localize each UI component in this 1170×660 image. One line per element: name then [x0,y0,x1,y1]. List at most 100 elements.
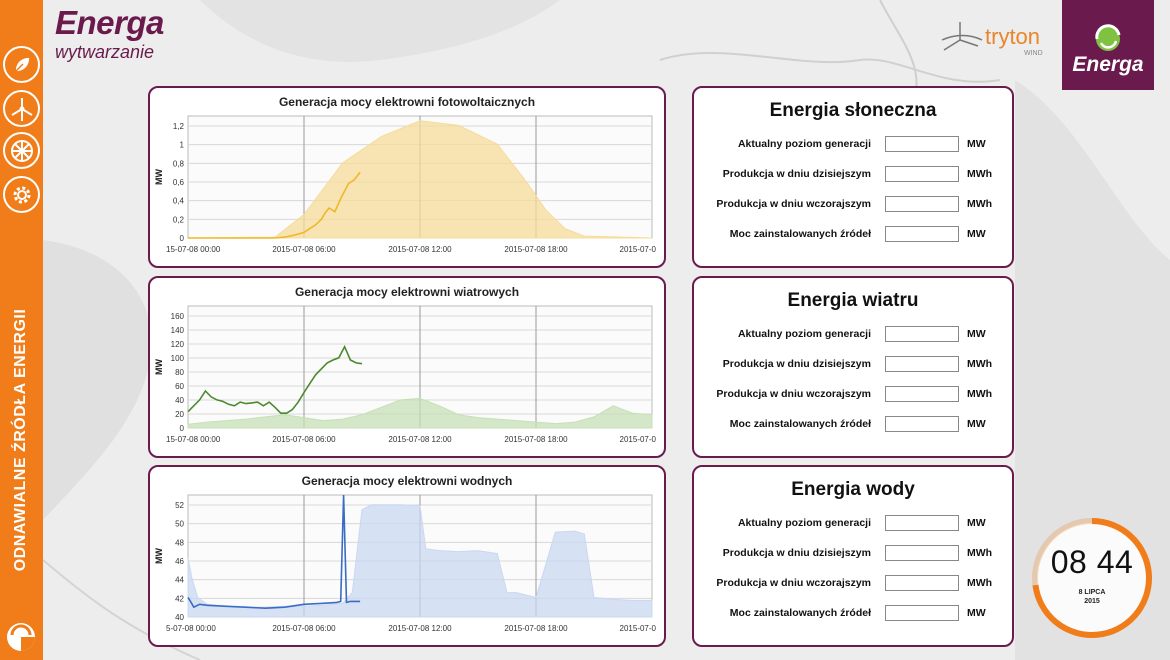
series-line [187,344,363,414]
row-unit: MW [967,328,986,340]
installed-capacity-field[interactable] [885,416,959,432]
x-tick-label: 5-07-08 00:00 [166,624,216,633]
y-tick-label: 0,4 [173,197,185,206]
clock-date: 8 LIPCA 2015 [1028,588,1156,606]
row-unit: MW [967,517,986,529]
info-row: Aktualny poziom generacji MW [694,136,1012,154]
row-unit: MW [967,138,986,150]
panel-title: Energia wody [791,479,915,500]
x-tick-label: 2015-07-08 18:00 [504,624,568,633]
row-label: Produkcja w dniu dzisiejszym [722,547,871,559]
brand-subtitle: wytwarzanie [55,42,155,62]
current-generation-field[interactable] [885,326,959,342]
row-unit: MW [967,228,986,240]
current-generation-field[interactable] [885,136,959,152]
row-unit: MW [967,418,986,430]
gear-icon[interactable] [3,176,40,213]
current-generation-field[interactable] [885,515,959,531]
brand-title: Energa [55,4,164,41]
row-label: Moc zainstalowanych źródeł [729,228,871,240]
row-label: Aktualny poziom generacji [737,517,871,529]
sidebar-vertical-title: ODNAWIALNE ŹRÓDŁA ENERGII [12,308,29,572]
clock-face [1037,523,1147,633]
row-unit: MWh [967,388,993,400]
water-turbine-icon[interactable] [3,132,40,169]
yesterday-production-field[interactable] [885,386,959,402]
leaf-icon[interactable] [3,46,40,83]
clock-time: 08 44 [1050,544,1134,580]
x-tick-label: 2015-07-08 06:00 [272,435,336,444]
row-unit: MWh [967,547,993,559]
info-row: Produkcja w dniu dzisiejszym MWh [694,356,1012,374]
installed-capacity-field[interactable] [885,226,959,242]
clock-date-day: 8 LIPCA [1078,589,1106,596]
wind-chart: 160 140 120 100 80 60 40 20 0 15-07-08 00:00 2015-… [154,305,657,444]
y-tick-label: 0,6 [173,178,185,187]
y-tick-label: 0,2 [173,215,185,224]
y-tick-label: 40 [175,396,184,405]
y-tick-label: 20 [175,410,184,419]
series-line [188,171,361,239]
today-production-field[interactable] [885,545,959,561]
info-row: Produkcja w dniu wczorajszym MWh [694,386,1012,404]
y-tick-label: 60 [175,382,184,391]
today-production-field[interactable] [885,166,959,182]
info-row: Moc zainstalowanych źródeł MW [694,605,1012,623]
row-label: Moc zainstalowanych źródeł [729,418,871,430]
today-production-field[interactable] [885,356,959,372]
chart-panel-solar: Generacja mocy elektrowni fotowoltaiczny… [148,86,666,268]
x-tick-label: 15-07-08 00:00 [166,245,221,254]
x-tick-label: 2015-07-0 [620,624,657,633]
row-unit: MW [967,607,986,619]
x-tick-label: 15-07-08 00:00 [166,435,221,444]
x-tick-label: 2015-07-08 12:00 [388,435,452,444]
chart-title: Generacja mocy elektrowni fotowoltaiczny… [278,95,536,109]
info-panel-wind: Energia wiatru Aktualny poziom generacji… [692,276,1014,458]
series-line [187,494,361,610]
info-row: Produkcja w dniu wczorajszym MWh [694,575,1012,593]
clock-ring [1032,518,1152,638]
solar-chart: 1,2 1 0,8 0,6 0,4 0,2 0 15-07-08 00:00 2015-07-0… [154,115,657,254]
x-tick-label: 2015-07-08 18:00 [504,435,568,444]
info-row: Moc zainstalowanych źródeł MW [694,416,1012,434]
panel-title: Energia wiatru [787,290,919,311]
energa-leaf-icon [1095,24,1121,51]
row-label: Moc zainstalowanych źródeł [729,607,871,619]
wind-turbine-icon[interactable] [3,90,40,127]
y-tick-label: 1,2 [173,122,185,131]
y-tick-label: 50 [175,520,184,529]
clock-progress-arc [1032,518,1152,638]
x-tick-label: 2015-07-08 18:00 [504,245,568,254]
y-axis-label: MW [154,359,164,375]
sidebar: ODNAWIALNE ŹRÓDŁA ENERGII [0,0,43,660]
water-chart: 52 50 48 46 44 42 40 5-07-08 00:00 2015-07-08 06… [154,494,657,633]
yesterday-production-field[interactable] [885,575,959,591]
y-tick-label: 120 [171,340,185,349]
y-tick-label: 140 [171,326,185,335]
info-row: Aktualny poziom generacji MW [694,326,1012,344]
y-tick-label: 42 [175,594,184,603]
info-row: Moc zainstalowanych źródeł MW [694,226,1012,244]
energa-mini-logo [7,623,35,651]
row-unit: MWh [967,358,993,370]
energa-badge-label: Energa [1072,53,1144,76]
row-label: Produkcja w dniu wczorajszym [716,577,871,589]
installed-capacity-field[interactable] [885,605,959,621]
tryton-sub: WIND [1024,50,1043,57]
y-axis-label: MW [154,548,164,564]
row-label: Produkcja w dniu dzisiejszym [722,168,871,180]
panel-title: Energia słoneczna [769,100,937,121]
row-label: Produkcja w dniu dzisiejszym [722,358,871,370]
row-label: Aktualny poziom generacji [737,138,871,150]
chart-panel-wind: Generacja mocy elektrowni wiatrowych 160… [148,276,666,458]
x-tick-label: 2015-07-08 06:00 [272,624,336,633]
y-tick-label: 160 [171,312,185,321]
y-tick-label: 0 [180,234,185,243]
y-tick-label: 80 [175,368,184,377]
clock-date-year: 2015 [1084,598,1100,605]
y-tick-label: 100 [171,354,185,363]
row-unit: MWh [967,198,993,210]
yesterday-production-field[interactable] [885,196,959,212]
y-tick-label: 46 [175,557,184,566]
x-tick-label: 2015-07-08 06:00 [272,245,336,254]
